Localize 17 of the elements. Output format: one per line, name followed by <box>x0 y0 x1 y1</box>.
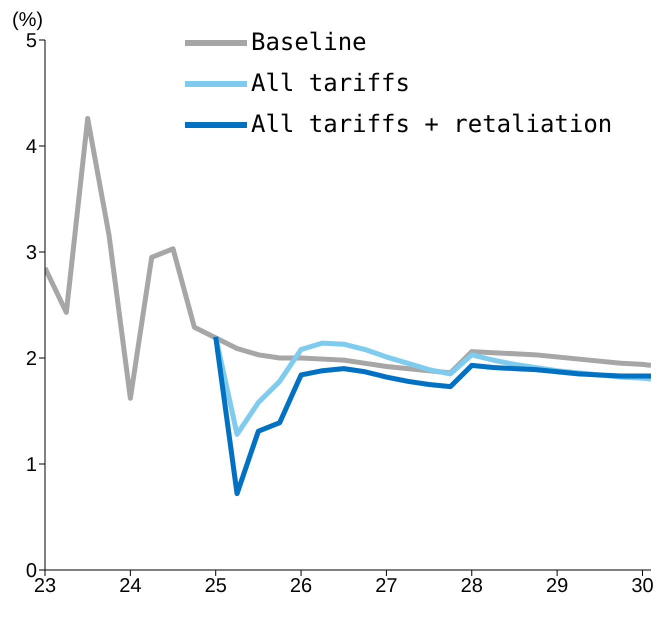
x-tick-label: 25 <box>204 575 227 598</box>
x-tick-label: 26 <box>290 575 312 598</box>
y-tick-label: 2 <box>26 348 37 370</box>
y-tick-label: 1 <box>26 454 37 476</box>
x-tick-label: 28 <box>460 575 483 598</box>
x-tick-label: 23 <box>34 575 56 598</box>
y-tick-label: 5 <box>26 30 37 52</box>
y-tick-label: 4 <box>26 136 37 158</box>
legend-label: All tariffs + retaliation <box>251 109 612 140</box>
legend-label: Baseline <box>251 27 367 58</box>
x-tick-label: 29 <box>546 575 568 598</box>
y-axis-title: (%) <box>12 9 44 31</box>
legend-label: All tariffs <box>251 68 410 99</box>
x-tick-label: 24 <box>119 575 142 598</box>
x-tick-label: 30 <box>631 575 654 598</box>
y-tick-label: 3 <box>26 242 37 264</box>
x-tick-label: 27 <box>375 575 398 598</box>
